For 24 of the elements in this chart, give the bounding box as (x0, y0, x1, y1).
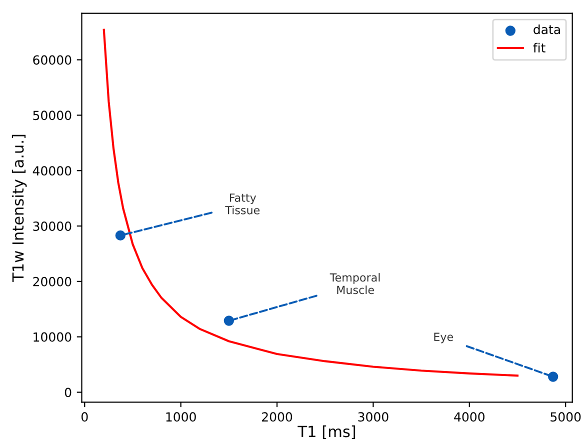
y-tick-label: 30000 (33, 221, 72, 231)
x-tick-label: 1000 (166, 412, 196, 422)
legend-label: data (534, 24, 560, 34)
y-tick-label: 50000 (33, 110, 72, 120)
y-axis-title: T1w Intensity [a.u.] (12, 134, 27, 282)
annotation: Eye (434, 332, 453, 344)
x-tick-label: 2000 (262, 412, 292, 422)
point (115, 230, 126, 241)
y-tick-label: 60000 (33, 55, 72, 65)
x-axis-title: T1 [ms] (298, 425, 356, 440)
x-tick-label: 4000 (454, 412, 484, 422)
point (224, 316, 234, 326)
x-tick-label: 0 (81, 412, 88, 422)
point (548, 372, 558, 382)
line-series (102, 28, 519, 377)
annotation: Fatty Tissue (225, 194, 260, 214)
x-tick-label: 5000 (550, 412, 581, 422)
y-tick-label: 10000 (34, 332, 72, 342)
y-tick-label: 0 (64, 388, 72, 398)
annotation: Temporal Muscle (330, 273, 380, 294)
legend-label: fit (533, 42, 546, 52)
x-tick-label: 3000 (358, 412, 388, 422)
y-tick-label: 20000 (33, 276, 72, 286)
y-tick-label: 40000 (32, 166, 72, 176)
